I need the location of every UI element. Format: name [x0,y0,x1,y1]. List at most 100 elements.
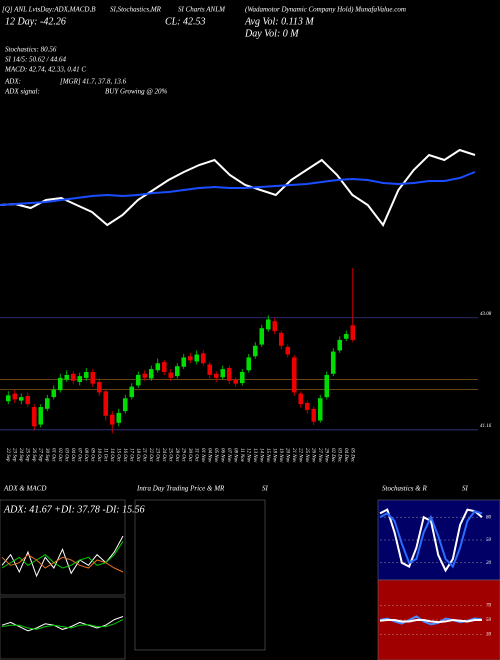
candle-body [291,357,297,393]
x-tick-label: 19 Nov [278,448,283,463]
candle-body [109,414,115,425]
annotation: SI,Stochastics,MR [110,6,162,14]
candle-body [200,353,206,364]
candle-body [181,357,187,367]
x-tick-label: 15 Nov [265,448,270,463]
candle-body [148,369,154,379]
panel-subtitle: SI [462,485,469,493]
x-tick-label: 25 Sep [25,448,30,462]
y-tick-label: 80 [486,515,492,520]
candle-body [220,369,226,378]
panel-subtitle: ADX: 41.67 +DI: 37.78 -DI: 15.56 [3,504,145,515]
x-tick-label: 28 Oct [174,448,179,462]
adx-panel [0,499,126,596]
x-tick-label: 20 Nov [285,448,290,463]
candle-body [343,334,349,339]
x-tick-label: 01 Nov [200,448,205,463]
candle-body [18,397,24,401]
x-tick-label: 07 Nov [226,448,231,463]
panel-title: ADX & MACD [3,485,46,493]
candle-body [226,367,232,381]
candle-body [51,389,57,398]
intraday-panel [134,499,266,651]
macd-panel [0,596,126,660]
candle-body [213,373,219,378]
panel-title: Stochastics & R [382,485,427,493]
x-tick-label: 03 Oct [64,448,69,462]
y-tick-label: 50 [486,618,492,623]
x-tick-label: 29 Nov [324,448,329,463]
x-tick-label: 08 Nov [233,448,238,463]
candle-body [116,412,122,423]
x-tick-label: 09 Oct [90,448,95,462]
x-tick-label: 04 Oct [70,448,75,462]
x-tick-label: 24 Sep [18,448,23,462]
series-line [379,509,483,569]
candle-body [142,373,148,378]
candle-body [337,339,343,351]
x-tick-label: 02 Dec [330,448,335,463]
x-tick-label: 04 Nov [207,448,212,463]
x-tick-label: 14 Nov [259,448,264,463]
annotation: 12 Day: -42.26 [5,16,66,27]
annotation: SI Charts ANLM [178,6,226,14]
candle-body [161,362,167,373]
candle-body [122,398,128,412]
x-tick-label: 22 Sep [5,448,10,462]
annotation: [MGR] 41.7, 37.8, 13.6 [60,78,127,86]
candle-body [194,354,200,362]
candle-body [83,372,89,378]
x-tick-label: 23 Sep [12,448,17,462]
candle-body [64,374,70,380]
x-tick-label: 24 Oct [161,448,166,462]
x-tick-label: 25 Nov [304,448,309,463]
x-tick-label: 04 Dec [343,448,348,463]
candle-body [278,332,284,346]
y-tick-label: 20 [486,561,492,566]
series-line [1,619,124,630]
candle-body [5,395,11,402]
annotation: (Wadamotor Dynamic Company Hold) MunafaV… [245,6,406,14]
x-tick-label: 03 Dec [337,448,342,463]
series-line [1,554,124,573]
x-tick-label: 26 Nov [311,448,316,463]
x-tick-label: 16 Oct [122,448,127,462]
candle-body [155,363,161,371]
x-tick-label: 26 Sep [31,448,36,462]
x-tick-label: 01 Oct [51,448,56,462]
annotation: ADX: [4,78,21,86]
candle-body [90,372,96,384]
candle-body [38,407,44,425]
x-tick-label: 11 Oct [103,448,108,462]
x-tick-label: 07 Oct [77,448,82,462]
candle-body [252,345,258,357]
candle-body [31,407,37,427]
x-tick-label: 08 Oct [83,448,88,462]
series-line [0,148,476,227]
candle-body [304,402,310,410]
x-tick-label: 25 Oct [168,448,173,462]
x-tick-label: 02 Oct [57,448,62,462]
candle-body [12,393,18,400]
series-line [1,535,124,578]
candle-body [330,351,336,374]
series-line [379,508,483,573]
candle-body [233,379,239,384]
candle-body [129,386,135,398]
series-line [1,541,124,569]
annotation: CL: 42.53 [165,16,206,27]
x-tick-label: 14 Oct [109,448,114,462]
annotation: Avg Vol: 0.113 M [244,16,314,27]
candle-body [239,372,245,384]
candle-body [317,398,323,421]
candle-body [272,321,278,332]
x-tick-label: 31 Oct [194,448,199,462]
x-tick-label: 27 Nov [317,448,322,463]
annotation: SI 14/5: 50.62 / 44.64 [5,56,67,64]
candle-body [70,373,76,381]
x-tick-label: 13 Nov [252,448,257,463]
intraday-subtitle: SI [262,485,269,493]
x-tick-label: 21 Nov [291,448,296,463]
y-tick-label: 50 [486,538,492,543]
